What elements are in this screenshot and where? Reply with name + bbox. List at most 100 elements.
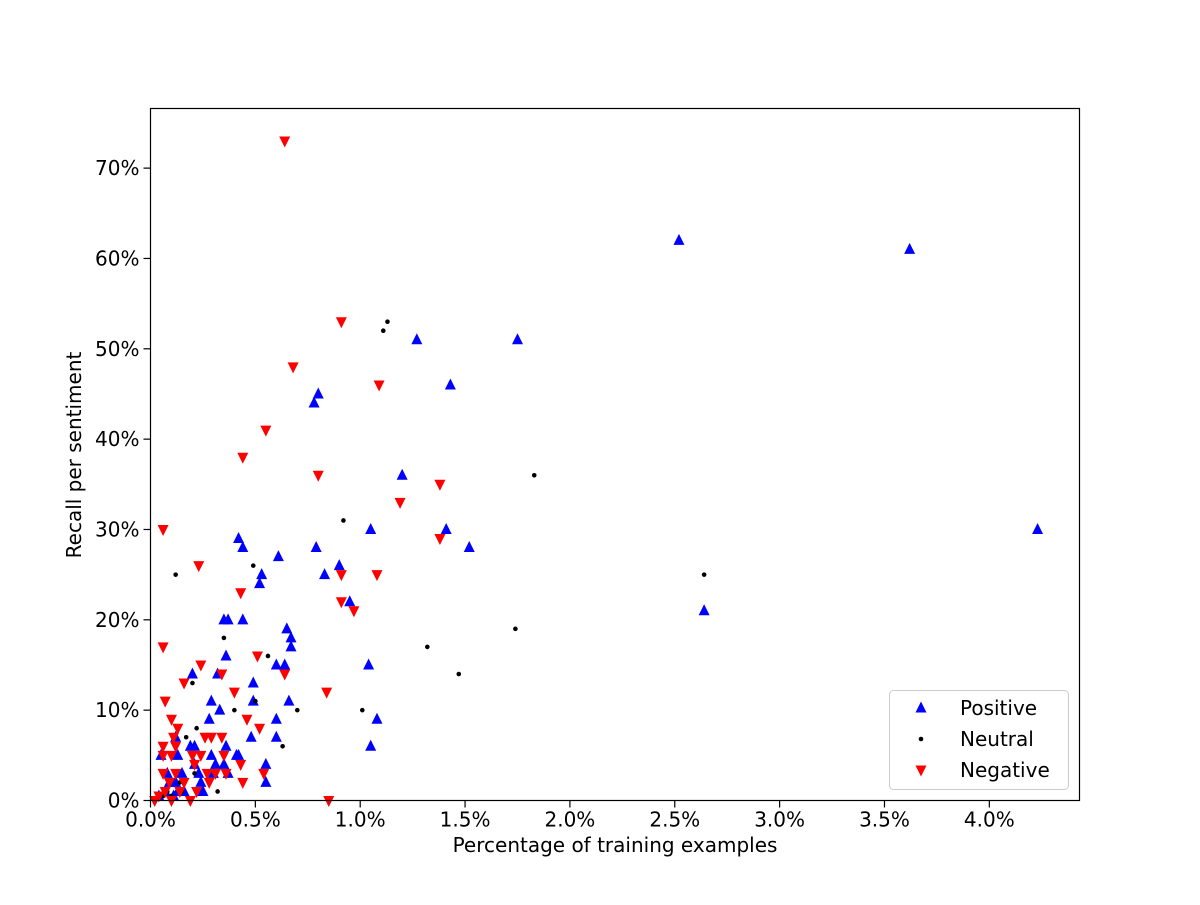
positive-point bbox=[189, 739, 201, 751]
negative-point bbox=[174, 786, 186, 798]
negative-point bbox=[237, 452, 249, 464]
positive-point bbox=[281, 622, 293, 634]
negative-point bbox=[163, 777, 175, 789]
negative-point bbox=[191, 786, 203, 798]
negative-point bbox=[216, 732, 228, 744]
negative-point bbox=[195, 750, 207, 762]
positive-point bbox=[310, 541, 322, 553]
negative-point bbox=[220, 768, 232, 780]
negative-point bbox=[193, 561, 205, 573]
positive-point bbox=[270, 712, 282, 724]
neutral-point bbox=[280, 743, 285, 749]
x-tick-label: 4.0% bbox=[964, 808, 1015, 832]
negative-point bbox=[157, 768, 169, 780]
neutral-point bbox=[215, 789, 220, 794]
negative-point bbox=[287, 362, 299, 374]
positive-point bbox=[396, 468, 408, 480]
negative-point bbox=[168, 732, 180, 744]
y-axis: 0% 10% 20% 30% 40% 50% 60% 70% bbox=[95, 156, 151, 813]
negative-point bbox=[373, 380, 385, 392]
negative-point bbox=[279, 669, 291, 681]
series-negative bbox=[149, 136, 446, 807]
negative-point bbox=[228, 687, 240, 699]
positive-point bbox=[247, 676, 259, 688]
positive-point bbox=[365, 739, 377, 751]
negative-point bbox=[157, 642, 169, 654]
x-tick-label: 2.5% bbox=[649, 808, 700, 832]
legend: Positive Neutral Negative bbox=[889, 690, 1069, 790]
negative-point bbox=[203, 777, 215, 789]
positive-point bbox=[237, 613, 249, 625]
positive-point bbox=[270, 730, 282, 742]
positive-point bbox=[220, 649, 232, 661]
negative-point bbox=[159, 696, 171, 708]
y-tick-label: 30% bbox=[95, 517, 139, 541]
positive-point bbox=[197, 784, 209, 796]
positive-point bbox=[270, 658, 282, 670]
positive-point bbox=[260, 757, 272, 769]
neutral-point bbox=[265, 653, 271, 659]
neutral-point bbox=[531, 472, 537, 478]
positive-point bbox=[245, 730, 257, 742]
positive-point bbox=[279, 658, 291, 670]
negative-point bbox=[434, 479, 446, 491]
plot-frame bbox=[149, 107, 1081, 802]
positive-point bbox=[218, 757, 230, 769]
negative-point bbox=[205, 732, 217, 744]
neutral-point bbox=[173, 572, 178, 577]
negative-point bbox=[178, 678, 190, 690]
negative-point bbox=[159, 786, 171, 798]
negative-point bbox=[157, 750, 169, 762]
negative-point bbox=[189, 759, 201, 771]
positive-point bbox=[673, 233, 685, 245]
neutral-point bbox=[194, 725, 199, 731]
positive-point bbox=[218, 613, 230, 625]
positive-point bbox=[463, 541, 475, 553]
y-tick-label: 10% bbox=[95, 698, 139, 722]
legend-negative-label: Negative bbox=[960, 758, 1050, 782]
positive-point bbox=[319, 568, 331, 580]
negative-point bbox=[153, 791, 165, 803]
positive-point bbox=[308, 396, 320, 408]
positive-point bbox=[172, 748, 184, 760]
negative-point bbox=[186, 750, 198, 762]
neutral-point bbox=[192, 771, 197, 776]
negative-point bbox=[371, 570, 383, 582]
positive-point bbox=[254, 577, 266, 589]
positive-point bbox=[237, 541, 249, 553]
positive-point bbox=[285, 640, 297, 652]
negative-point bbox=[218, 750, 230, 762]
negative-point bbox=[312, 470, 324, 482]
negative-point bbox=[321, 687, 333, 699]
positive-point bbox=[272, 550, 284, 562]
neutral-point bbox=[294, 707, 300, 713]
positive-point bbox=[210, 757, 222, 769]
neutral-point bbox=[221, 635, 227, 641]
negative-point bbox=[235, 759, 247, 771]
y-tick-label: 70% bbox=[95, 156, 139, 180]
negative-point bbox=[184, 796, 196, 807]
y-tick-label: 0% bbox=[108, 789, 140, 813]
y-tick-label: 50% bbox=[95, 337, 139, 361]
positive-point bbox=[440, 522, 452, 534]
positive-point bbox=[411, 333, 423, 345]
positive-point bbox=[186, 667, 198, 679]
negative-point bbox=[210, 768, 222, 780]
negative-point bbox=[241, 714, 253, 726]
positive-point bbox=[444, 378, 456, 390]
points-layer bbox=[149, 136, 1044, 807]
negative-point bbox=[170, 741, 182, 753]
neutral-point bbox=[183, 734, 189, 740]
negative-point bbox=[201, 768, 213, 780]
neutral-point bbox=[456, 671, 462, 677]
neutral-point bbox=[701, 572, 707, 577]
x-tick-label: 0.5% bbox=[230, 808, 281, 832]
x-tick-label: 2.0% bbox=[545, 808, 596, 832]
neutral-point bbox=[190, 680, 195, 686]
positive-point bbox=[363, 658, 375, 670]
y-tick-label: 60% bbox=[95, 246, 139, 270]
y-tick-label: 40% bbox=[95, 427, 139, 451]
negative-point bbox=[260, 425, 272, 437]
